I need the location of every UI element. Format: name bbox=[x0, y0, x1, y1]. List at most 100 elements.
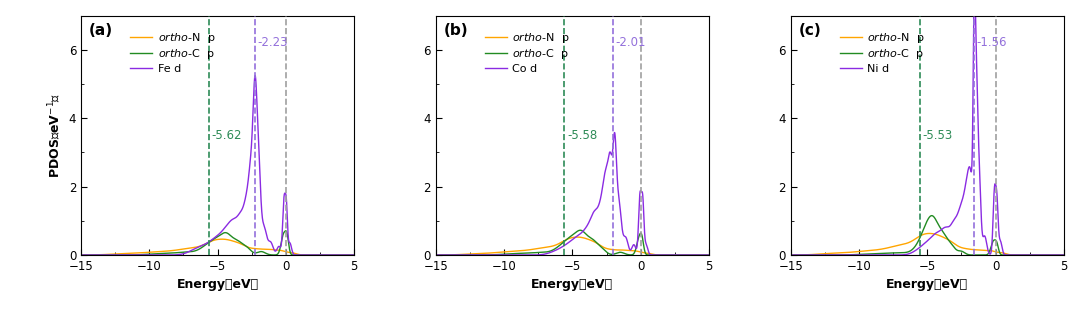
X-axis label: Energy（eV）: Energy（eV） bbox=[887, 278, 969, 291]
X-axis label: Energy（eV）: Energy（eV） bbox=[176, 278, 258, 291]
Y-axis label: PDOS（eV$^{-1}$）: PDOS（eV$^{-1}$） bbox=[46, 93, 63, 178]
Fe d bbox=[189, 247, 202, 250]
Text: -2.01: -2.01 bbox=[616, 36, 646, 49]
Co d bbox=[627, 243, 640, 247]
Text: -2.23: -2.23 bbox=[257, 36, 288, 49]
$\mathit{ortho}$-C  p bbox=[1057, 253, 1070, 257]
$\mathit{ortho}$-N  p bbox=[544, 245, 557, 248]
Line: Ni d: Ni d bbox=[791, 0, 1064, 255]
$\mathit{ortho}$-N  p bbox=[75, 253, 87, 257]
Text: -5.53: -5.53 bbox=[922, 129, 953, 142]
Text: (b): (b) bbox=[444, 23, 469, 38]
$\mathit{ortho}$-N  p bbox=[325, 253, 338, 257]
Fe d bbox=[339, 253, 352, 257]
$\mathit{ortho}$-N  p bbox=[1036, 253, 1049, 257]
Legend: $\mathit{ortho}$-N  p, $\mathit{ortho}$-C  p, Fe d: $\mathit{ortho}$-N p, $\mathit{ortho}$-C… bbox=[127, 28, 217, 76]
$\mathit{ortho}$-N  p bbox=[348, 253, 361, 257]
$\mathit{ortho}$-N  p bbox=[784, 253, 797, 257]
Line: $\mathit{ortho}$-C  p: $\mathit{ortho}$-C p bbox=[436, 230, 708, 255]
Line: $\mathit{ortho}$-N  p: $\mathit{ortho}$-N p bbox=[436, 237, 708, 255]
Text: -5.62: -5.62 bbox=[212, 129, 242, 142]
$\mathit{ortho}$-N  p bbox=[215, 237, 228, 241]
Ni d bbox=[901, 252, 914, 256]
Fe d bbox=[191, 245, 204, 249]
$\mathit{ortho}$-C  p bbox=[702, 253, 715, 257]
$\mathit{ortho}$-C  p bbox=[914, 234, 927, 238]
$\mathit{ortho}$-C  p bbox=[899, 251, 912, 254]
Legend: $\mathit{ortho}$-N  p, $\mathit{ortho}$-C  p, Co d: $\mathit{ortho}$-N p, $\mathit{ortho}$-C… bbox=[483, 28, 572, 76]
$\mathit{ortho}$-N  p bbox=[191, 245, 204, 248]
$\mathit{ortho}$-N  p bbox=[694, 253, 707, 257]
$\mathit{ortho}$-C  p bbox=[1036, 253, 1049, 257]
$\mathit{ortho}$-N  p bbox=[901, 241, 914, 245]
$\mathit{ortho}$-C  p bbox=[784, 253, 797, 257]
$\mathit{ortho}$-C  p bbox=[926, 214, 939, 217]
$\mathit{ortho}$-C  p bbox=[1049, 253, 1062, 257]
Line: $\mathit{ortho}$-C  p: $\mathit{ortho}$-C p bbox=[791, 216, 1064, 255]
$\mathit{ortho}$-N  p bbox=[702, 253, 715, 257]
Text: (c): (c) bbox=[799, 23, 822, 38]
$\mathit{ortho}$-N  p bbox=[1057, 253, 1070, 257]
Fe d bbox=[204, 239, 217, 243]
$\mathit{ortho}$-N  p bbox=[571, 235, 584, 239]
$\mathit{ortho}$-C  p bbox=[694, 253, 707, 257]
$\mathit{ortho}$-N  p bbox=[430, 253, 443, 257]
Ni d bbox=[983, 252, 996, 255]
$\mathit{ortho}$-C  p bbox=[191, 248, 204, 252]
Legend: $\mathit{ortho}$-N  p, $\mathit{ortho}$-C  p, Ni d: $\mathit{ortho}$-N p, $\mathit{ortho}$-C… bbox=[837, 28, 927, 76]
$\mathit{ortho}$-N  p bbox=[1049, 253, 1062, 257]
Line: $\mathit{ortho}$-N  p: $\mathit{ortho}$-N p bbox=[81, 239, 354, 255]
$\mathit{ortho}$-C  p bbox=[983, 250, 996, 254]
$\mathit{ortho}$-C  p bbox=[430, 253, 443, 257]
$\mathit{ortho}$-C  p bbox=[325, 253, 338, 257]
$\mathit{ortho}$-C  p bbox=[339, 253, 352, 257]
Co d bbox=[559, 243, 572, 247]
Co d bbox=[544, 250, 557, 254]
Text: -5.58: -5.58 bbox=[567, 129, 597, 142]
$\mathit{ortho}$-C  p bbox=[75, 253, 87, 257]
Line: Fe d: Fe d bbox=[81, 76, 354, 255]
Ni d bbox=[1057, 253, 1070, 257]
Co d bbox=[430, 253, 443, 257]
$\mathit{ortho}$-N  p bbox=[204, 239, 217, 243]
$\mathit{ortho}$-C  p bbox=[280, 229, 293, 233]
$\mathit{ortho}$-N  p bbox=[680, 253, 693, 257]
Co d bbox=[702, 253, 715, 257]
$\mathit{ortho}$-C  p bbox=[273, 249, 286, 253]
Line: $\mathit{ortho}$-N  p: $\mathit{ortho}$-N p bbox=[791, 234, 1064, 255]
Ni d bbox=[914, 245, 927, 248]
Fe d bbox=[325, 253, 338, 257]
Co d bbox=[680, 253, 693, 257]
$\mathit{ortho}$-N  p bbox=[899, 242, 912, 245]
Ni d bbox=[1036, 253, 1049, 257]
Text: (a): (a) bbox=[90, 23, 113, 38]
Co d bbox=[546, 250, 559, 253]
$\mathit{ortho}$-N  p bbox=[273, 248, 286, 252]
$\mathit{ortho}$-C  p bbox=[573, 228, 586, 232]
Ni d bbox=[899, 253, 912, 257]
$\mathit{ortho}$-C  p bbox=[627, 251, 640, 255]
$\mathit{ortho}$-N  p bbox=[983, 248, 996, 252]
Line: Co d: Co d bbox=[436, 132, 708, 255]
$\mathit{ortho}$-C  p bbox=[204, 239, 217, 243]
$\mathit{ortho}$-C  p bbox=[559, 239, 572, 242]
Fe d bbox=[75, 253, 87, 257]
Line: $\mathit{ortho}$-C  p: $\mathit{ortho}$-C p bbox=[81, 231, 354, 255]
$\mathit{ortho}$-C  p bbox=[348, 253, 361, 257]
$\mathit{ortho}$-N  p bbox=[339, 253, 352, 257]
$\mathit{ortho}$-N  p bbox=[189, 245, 202, 249]
$\mathit{ortho}$-N  p bbox=[627, 249, 640, 253]
$\mathit{ortho}$-N  p bbox=[559, 238, 572, 242]
$\mathit{ortho}$-C  p bbox=[189, 249, 202, 253]
Fe d bbox=[248, 74, 261, 77]
$\mathit{ortho}$-C  p bbox=[546, 248, 559, 252]
Fe d bbox=[348, 253, 361, 257]
Co d bbox=[608, 131, 621, 134]
$\mathit{ortho}$-C  p bbox=[901, 250, 914, 254]
Fe d bbox=[273, 245, 286, 248]
Ni d bbox=[1049, 253, 1062, 257]
$\mathit{ortho}$-N  p bbox=[914, 234, 927, 238]
$\mathit{ortho}$-N  p bbox=[922, 232, 935, 235]
$\mathit{ortho}$-N  p bbox=[546, 244, 559, 248]
X-axis label: Energy（eV）: Energy（eV） bbox=[531, 278, 613, 291]
